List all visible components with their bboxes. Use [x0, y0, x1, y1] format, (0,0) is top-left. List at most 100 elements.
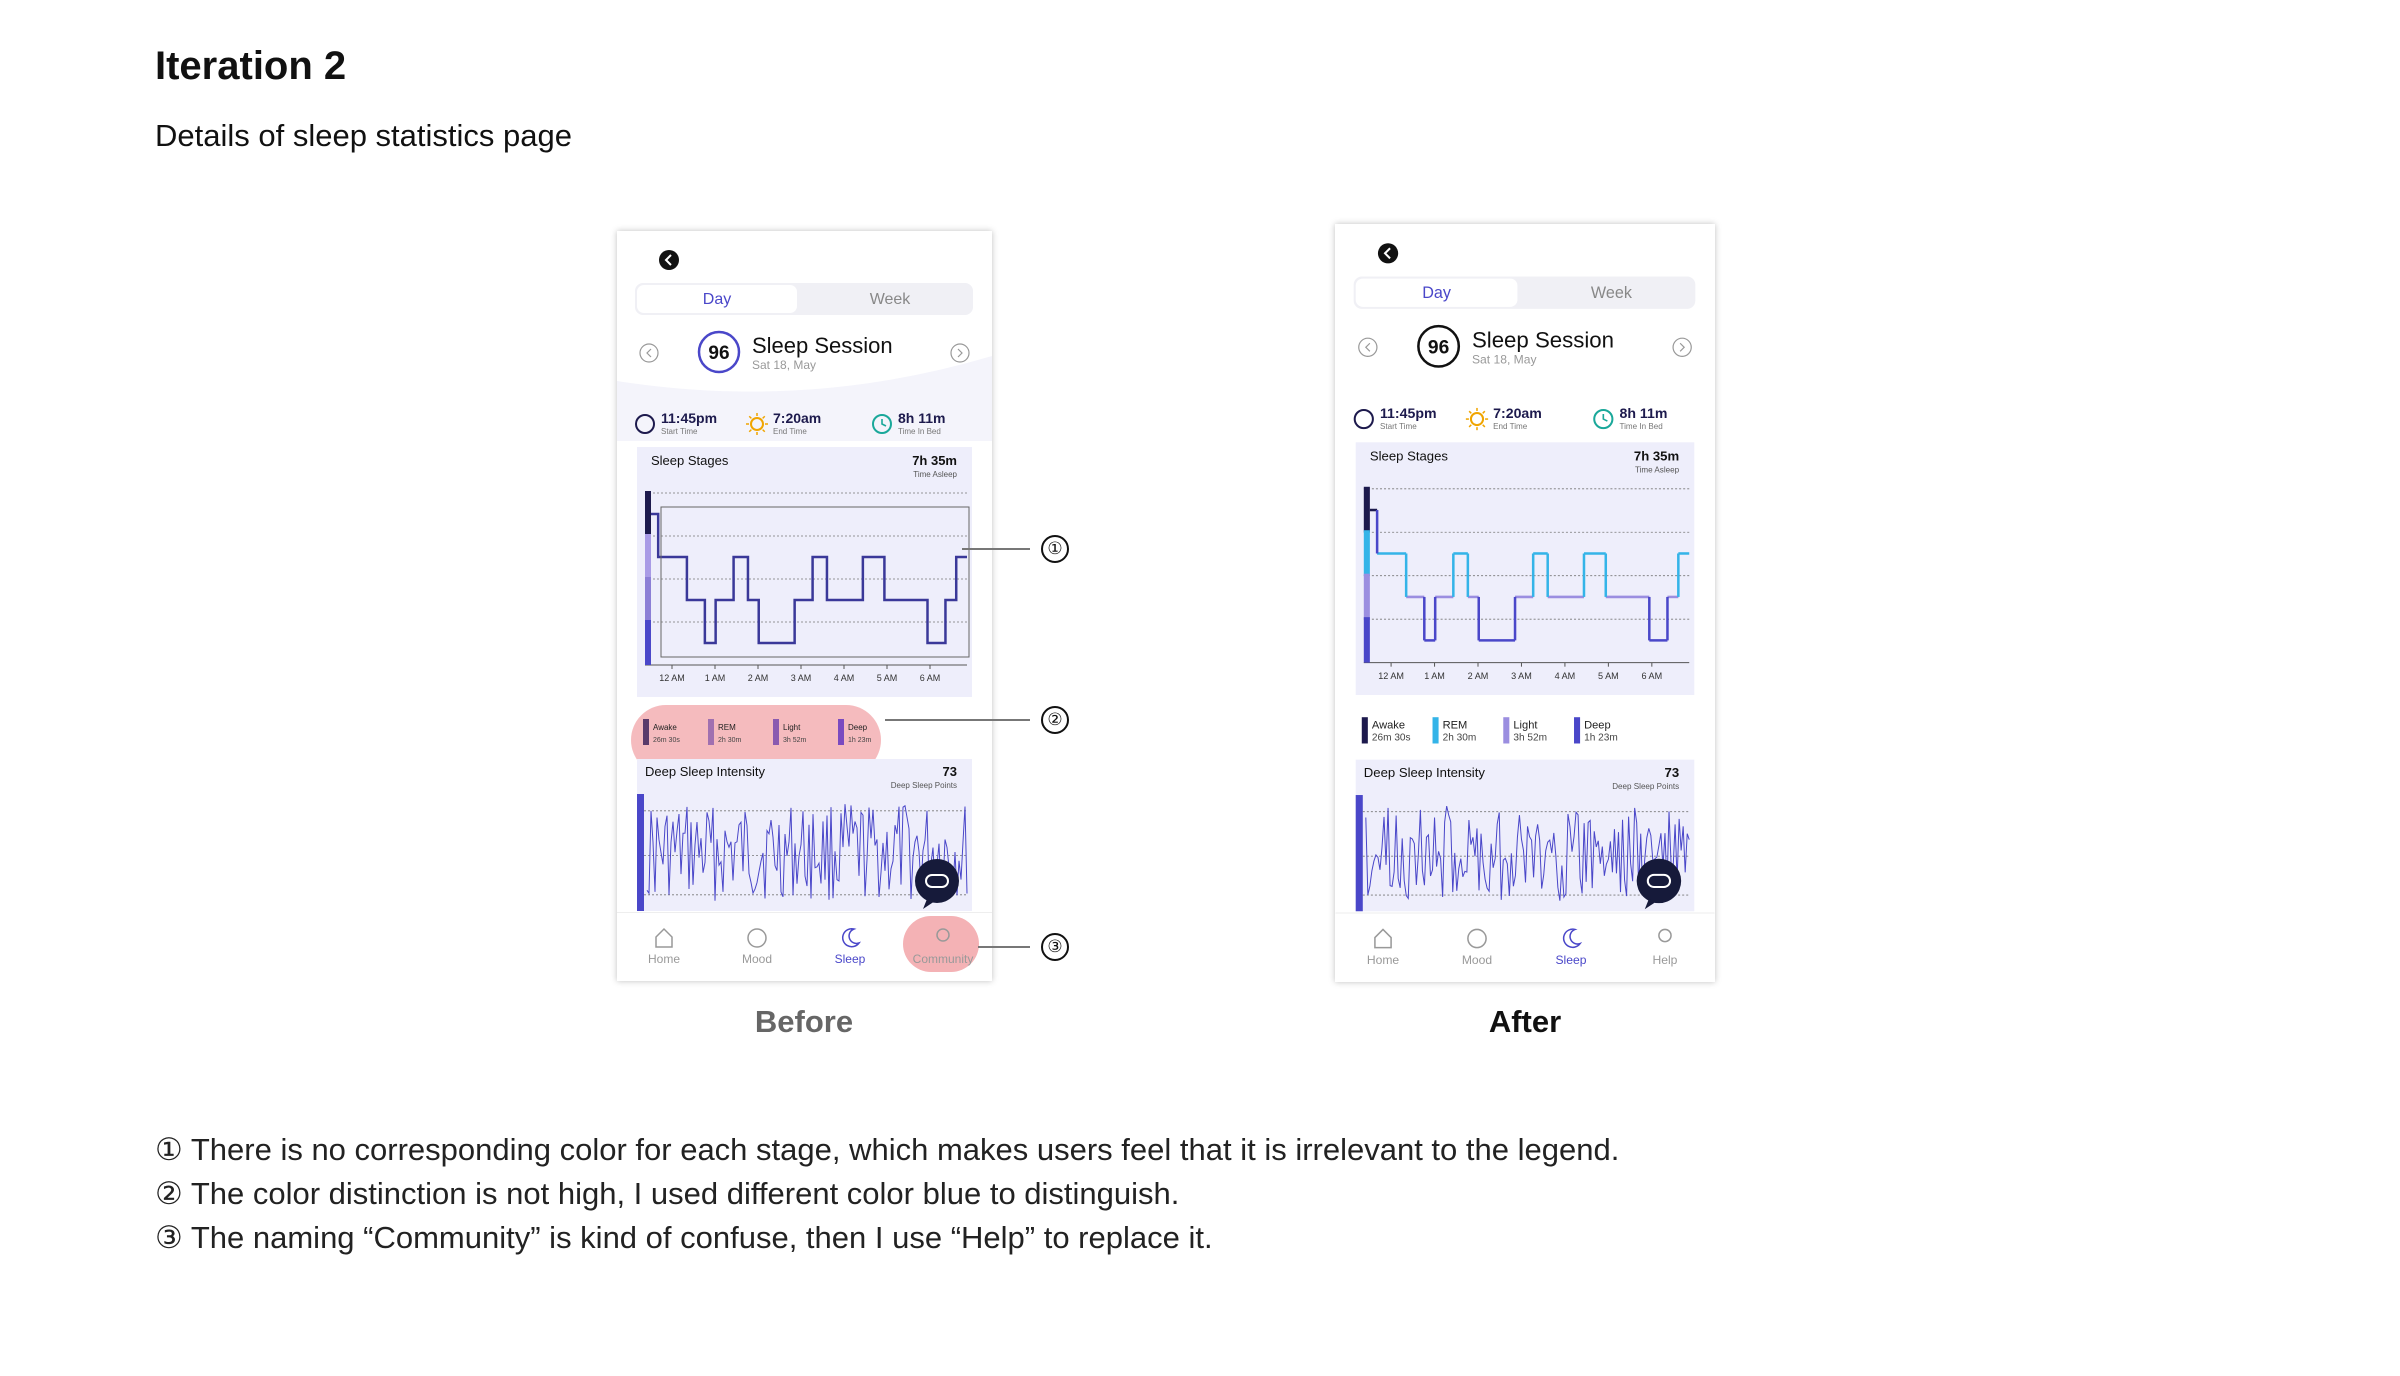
legend-name: Light [783, 723, 801, 732]
nav-item-mood[interactable]: Mood [742, 928, 772, 966]
time-tick-label: 1 AM [1424, 671, 1445, 681]
before-caption: Before [754, 1004, 854, 1039]
callout-1-marker: ① [1041, 535, 1069, 563]
next-circle [1672, 337, 1692, 358]
nav-item-sleep[interactable]: Sleep [835, 927, 866, 966]
nav-item-mood[interactable]: Mood [1462, 928, 1492, 967]
legend-name: REM [1443, 719, 1468, 731]
next-day-button[interactable] [1672, 337, 1692, 358]
stage-color-bar [1363, 617, 1370, 663]
sun-ray [762, 429, 766, 433]
nav-item-home[interactable]: Home [648, 927, 680, 966]
back-button[interactable] [659, 250, 679, 270]
bottom-nav [1335, 913, 1715, 982]
session-title: Sleep Session [752, 333, 893, 358]
sun-icon [1469, 411, 1485, 427]
nav-label[interactable]: Mood [1462, 953, 1492, 967]
intensity-label: Deep Sleep Points [1612, 782, 1679, 791]
callout-3-marker: ③ [1041, 933, 1069, 961]
before-phone-screen: Day Week 96 Sleep Session Sat 18, May 11:45pm… [617, 231, 992, 981]
clock-icon [1593, 408, 1614, 430]
nav-label[interactable]: Help [1653, 953, 1678, 967]
nav-item-community[interactable]: Community [903, 916, 979, 972]
intensity-bar [1355, 795, 1363, 912]
nav-label[interactable]: Home [648, 952, 680, 966]
nav-item-home[interactable]: Home [1367, 928, 1400, 967]
time-tick-label: 1 AM [705, 673, 726, 683]
page-title: Iteration 2 [155, 44, 347, 88]
time-tick-label: 2 AM [748, 673, 769, 683]
note-3: ③ The naming “Community” is kind of conf… [155, 1220, 1213, 1255]
sun-ray [1482, 410, 1486, 414]
tab-day-label[interactable]: Day [703, 291, 731, 308]
intensity-label: Deep Sleep Points [891, 781, 957, 790]
chatbot-button[interactable] [1636, 858, 1682, 910]
nav-label[interactable]: Community [913, 952, 974, 966]
time-tick-label: 2 AM [1468, 671, 1489, 681]
stat-label: End Time [1493, 422, 1528, 431]
mood-icon [747, 928, 767, 948]
sleep-stages-panel [637, 447, 972, 697]
time-tick-label: 3 AM [1511, 671, 1532, 681]
intensity-value: 73 [1665, 765, 1680, 780]
sleep-score: 96 [708, 343, 729, 364]
stat-label: End Time [773, 427, 807, 436]
legend-highlight [631, 705, 881, 775]
nav-item-sleep[interactable]: Sleep [1555, 928, 1587, 967]
home-icon [1374, 928, 1392, 949]
legend-name: Awake [1372, 719, 1405, 731]
nav-label[interactable]: Mood [742, 952, 772, 966]
legend-swatch-light [773, 719, 779, 745]
legend-duration: 26m 30s [1372, 732, 1411, 743]
stat-label: Start Time [1380, 422, 1417, 431]
back-chevron-icon [1383, 247, 1391, 260]
time-asleep-value: 7h 35m [1634, 448, 1679, 463]
stat-value: 8h 11m [898, 410, 945, 426]
legend-duration: 3h 52m [1513, 732, 1547, 743]
next-day-button[interactable] [950, 343, 970, 363]
time-tick-label: 5 AM [1598, 671, 1619, 681]
stat-label: Start Time [661, 427, 698, 436]
legend-swatch-rem [708, 719, 714, 745]
legend-swatch-light [1503, 717, 1510, 744]
time-tick-label: 3 AM [791, 673, 812, 683]
stage-color-bar [1363, 573, 1370, 620]
tab-day[interactable] [637, 285, 797, 313]
prev-circle [1358, 337, 1378, 358]
legend-swatch-awake [1361, 717, 1368, 744]
nav-label[interactable]: Home [1367, 953, 1400, 967]
legend-name: Awake [653, 723, 677, 732]
back-button[interactable] [1377, 243, 1399, 264]
tab-week-label[interactable]: Week [870, 291, 912, 308]
intensity-waveform [1365, 806, 1690, 901]
time-asleep-label: Time Asleep [913, 470, 957, 479]
nav-item-help[interactable]: Help [1653, 928, 1678, 967]
chatbot-circle [915, 859, 959, 903]
stage-color-bar [1363, 486, 1370, 533]
chatbot-button[interactable] [915, 859, 959, 909]
stage-color-bar [645, 534, 651, 579]
after-caption: After [1488, 1004, 1562, 1039]
sleep-stages-title: Sleep Stages [1370, 448, 1449, 463]
nav-label[interactable]: Sleep [1555, 953, 1586, 967]
stat-value: 11:45pm [1380, 405, 1437, 421]
sleep-stages-title: Sleep Stages [651, 453, 729, 468]
callout-1-line [962, 548, 1030, 550]
tab-day[interactable] [1355, 278, 1518, 307]
legend-swatch-deep [838, 719, 844, 745]
time-tick-label: 12 AM [1378, 671, 1404, 681]
help-icon [1658, 928, 1672, 943]
nav-label[interactable]: Sleep [835, 952, 866, 966]
chevron-right-icon [1679, 342, 1686, 352]
stage-color-bar [645, 620, 651, 665]
back-circle [1377, 243, 1399, 264]
prev-day-button[interactable] [1358, 337, 1378, 358]
intensity-value: 73 [943, 764, 957, 779]
sleep-score: 96 [1428, 337, 1449, 358]
legend-name: REM [718, 723, 736, 732]
legend-name: Deep [1584, 719, 1611, 731]
tab-day-label[interactable]: Day [1422, 284, 1452, 302]
tab-week-label[interactable]: Week [1591, 284, 1633, 302]
prev-day-button[interactable] [639, 343, 659, 363]
legend-duration: 1h 23m [848, 737, 872, 744]
